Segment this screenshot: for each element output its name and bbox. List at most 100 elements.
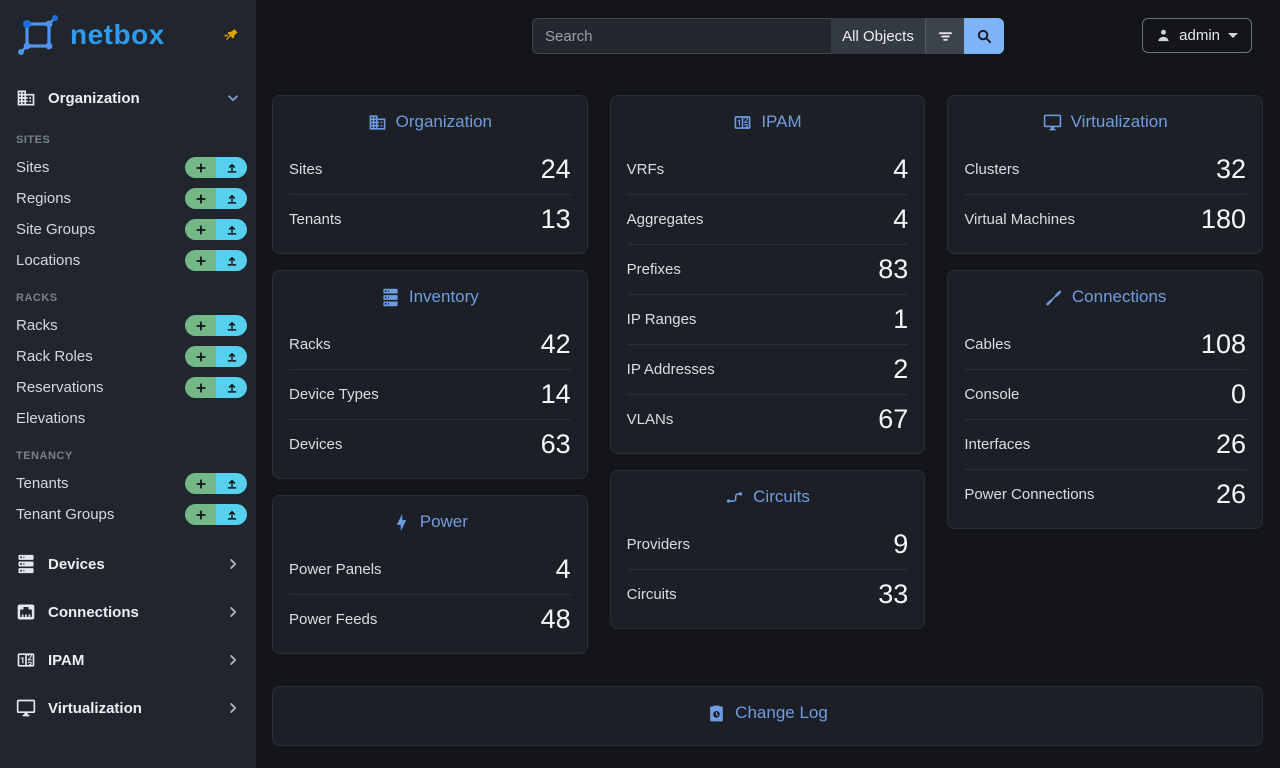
sidebar-item-elevations[interactable]: Elevations [0, 403, 256, 434]
chevron-right-icon [226, 605, 240, 619]
import-button[interactable] [216, 315, 247, 336]
add-button[interactable] [185, 250, 216, 271]
sidebar-group-devices[interactable]: Devices [0, 540, 256, 588]
stat-value-link[interactable]: 108 [1200, 328, 1246, 359]
card-header-link[interactable]: Circuits [611, 471, 925, 519]
card-inventory: Inventory Racks 42 Device Types 14 Devices 63 [272, 270, 588, 479]
stat-value-link[interactable]: 63 [540, 429, 571, 459]
card-header-link[interactable]: Power [273, 496, 587, 544]
stat-value-link[interactable]: 13 [540, 204, 571, 234]
sidebar-item-site-groups[interactable]: Site Groups [0, 214, 256, 245]
brand-link[interactable]: netbox [0, 0, 256, 66]
sidebar-group-organization[interactable]: Organization [0, 78, 256, 118]
add-button[interactable] [185, 473, 216, 494]
import-button[interactable] [216, 504, 247, 525]
add-button[interactable] [185, 188, 216, 209]
sidebar-item-locations[interactable]: Locations [0, 245, 256, 276]
upload-icon [226, 320, 238, 332]
sidebar-group-virtualization[interactable]: Virtualization [0, 684, 256, 732]
user-menu-button[interactable]: admin [1142, 18, 1252, 53]
sidebar-group-connections[interactable]: Connections [0, 588, 256, 636]
stat-value-link[interactable]: 24 [540, 153, 571, 184]
import-button[interactable] [216, 157, 247, 178]
stat-value-link[interactable]: 42 [540, 328, 571, 359]
stat-value-link[interactable]: 32 [1215, 153, 1246, 184]
card-header-link[interactable]: IPAM [611, 96, 925, 144]
stat-row: Console 0 [964, 369, 1246, 419]
stat-value-link[interactable]: 2 [893, 354, 909, 384]
dashboard-column: IPAM VRFs 4 Aggregates 4 Prefixes 83 IP Ranges 1… [609, 95, 926, 629]
stat-value-link[interactable]: 26 [1215, 479, 1246, 509]
stat-label-link[interactable]: Virtual Machines [964, 211, 1075, 228]
stat-label-link[interactable]: Tenants [289, 211, 342, 228]
stat-value-link[interactable]: 9 [893, 528, 909, 559]
stat-value-link[interactable]: 83 [878, 254, 909, 284]
card-header-link[interactable]: Organization [273, 96, 587, 144]
add-button[interactable] [185, 346, 216, 367]
stat-label-link[interactable]: Cables [964, 335, 1012, 353]
stat-label-link[interactable]: VRFs [626, 160, 665, 178]
sidebar-item-sites[interactable]: Sites [0, 152, 256, 183]
search-input[interactable] [532, 18, 831, 54]
sidebar-item-regions[interactable]: Regions [0, 183, 256, 214]
sidebar-item-racks[interactable]: Racks [0, 310, 256, 341]
stat-value-link[interactable]: 67 [878, 404, 909, 434]
card-header-link[interactable]: Inventory [273, 271, 587, 319]
stat-value-link[interactable]: 1 [893, 304, 909, 334]
stat-label-link[interactable]: Power Feeds [289, 611, 378, 628]
stat-label-link[interactable]: Console [964, 386, 1020, 403]
stat-value-link[interactable]: 26 [1215, 429, 1246, 459]
sidebar-group-ipam[interactable]: IPAM [0, 636, 256, 684]
stat-label-link[interactable]: Providers [626, 535, 691, 553]
stat-label-link[interactable]: Device Types [289, 386, 379, 403]
stat-value-link[interactable]: 4 [893, 204, 909, 234]
stat-value-link[interactable]: 0 [1230, 379, 1246, 409]
stat-label-link[interactable]: Sites [289, 160, 323, 178]
stat-value-link[interactable]: 4 [893, 153, 909, 184]
search-filter-button[interactable] [925, 18, 964, 54]
add-button[interactable] [185, 377, 216, 398]
import-button[interactable] [216, 377, 247, 398]
search-submit-button[interactable] [964, 18, 1004, 54]
stat-label-link[interactable]: Circuits [626, 586, 677, 603]
stat-row: Device Types 14 [289, 369, 571, 419]
stat-value-link[interactable]: 33 [878, 579, 909, 609]
add-button[interactable] [185, 504, 216, 525]
stat-label-link[interactable]: Aggregates [626, 211, 704, 228]
import-button[interactable] [216, 188, 247, 209]
stat-label-link[interactable]: IP Ranges [626, 311, 697, 328]
card-header-link[interactable]: Connections [948, 271, 1262, 319]
search-scope-dropdown[interactable]: All Objects [831, 18, 925, 54]
plus-icon [195, 351, 207, 363]
card-header-link[interactable]: Virtualization [948, 96, 1262, 144]
sidebar-item-rack-roles[interactable]: Rack Roles [0, 341, 256, 372]
import-button[interactable] [216, 473, 247, 494]
card-connections: Connections Cables 108 Console 0 Interfaces 26… [947, 270, 1263, 529]
add-button[interactable] [185, 157, 216, 178]
stat-label-link[interactable]: VLANs [626, 411, 674, 428]
stat-label-link[interactable]: Devices [289, 436, 343, 453]
import-button[interactable] [216, 219, 247, 240]
sidebar-item-reservations[interactable]: Reservations [0, 372, 256, 403]
changelog-card-header[interactable]: Change Log [273, 687, 1262, 735]
stat-value-link[interactable]: 14 [540, 379, 571, 409]
stat-label-link[interactable]: Interfaces [964, 436, 1031, 453]
add-button[interactable] [185, 219, 216, 240]
stat-label-link[interactable]: Prefixes [626, 261, 681, 278]
import-button[interactable] [216, 346, 247, 367]
stat-label-link[interactable]: Power Panels [289, 560, 382, 578]
stat-value-link[interactable]: 180 [1200, 204, 1246, 234]
stat-label-link[interactable]: Power Connections [964, 486, 1095, 503]
import-button[interactable] [216, 250, 247, 271]
add-button[interactable] [185, 315, 216, 336]
stat-value-link[interactable]: 4 [555, 553, 571, 584]
stat-label-link[interactable]: Racks [289, 335, 331, 353]
stat-row: Prefixes 83 [626, 244, 909, 294]
sidebar-item-tenants[interactable]: Tenants [0, 468, 256, 499]
pin-sidebar-icon[interactable] [223, 27, 240, 44]
stat-value-link[interactable]: 48 [540, 604, 571, 634]
card-title: Power [419, 512, 468, 531]
stat-label-link[interactable]: IP Addresses [626, 361, 715, 378]
sidebar-item-tenant-groups[interactable]: Tenant Groups [0, 499, 256, 530]
stat-label-link[interactable]: Clusters [964, 160, 1020, 178]
